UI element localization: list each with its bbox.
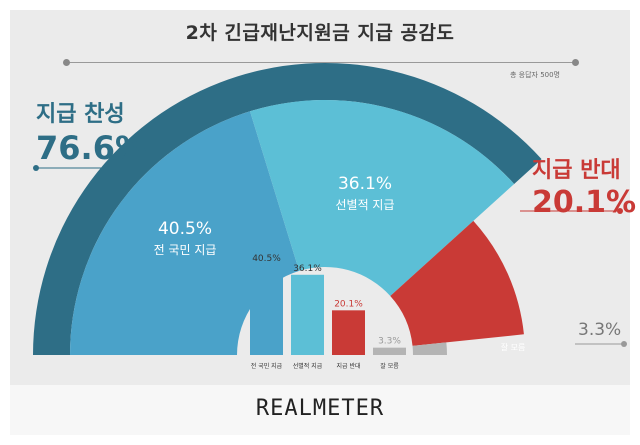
- slice-category-label: 전 국민 지급: [154, 243, 217, 257]
- support-leader-dot: [33, 165, 39, 171]
- inset-bar-value-label: 40.5%: [252, 254, 281, 264]
- oppose-value: 20.1%: [532, 185, 637, 220]
- title-underline-dot-right: [572, 59, 579, 66]
- oppose-leader-dot: [617, 208, 623, 214]
- support-label: 지급 찬성: [36, 102, 125, 127]
- inset-bar-value-label: 36.1%: [293, 264, 322, 274]
- inset-bar: [250, 265, 283, 355]
- slice-value-label: 36.1%: [338, 174, 392, 194]
- title-underline: [66, 62, 576, 63]
- chart-title: 2차 긴급재난지원금 지급 공감도: [185, 22, 455, 44]
- unknown-value: 3.3%: [578, 320, 622, 340]
- inset-bar: [291, 274, 324, 355]
- donut-slice-1: [70, 111, 300, 355]
- inset-bar: [373, 347, 406, 355]
- slice-category-label: 선별적 지급: [335, 198, 394, 212]
- inset-bar: [332, 310, 365, 355]
- donut-slice-3: [390, 220, 524, 346]
- support-value: 76.6%: [36, 129, 148, 167]
- inset-bar-category-label: 잘 모름: [380, 362, 399, 370]
- unknown-leader-dot: [621, 341, 627, 347]
- inset-bar-category-label: 선별적 지급: [293, 362, 323, 370]
- sample-size-note: 총 응답자 500명: [509, 71, 560, 79]
- inset-bar-category-label: 전 국민 지급: [251, 362, 283, 370]
- donut-slice-4: [412, 342, 447, 355]
- slice-value-label: 40.5%: [158, 219, 212, 239]
- inset-bar-value-label: 3.3%: [378, 337, 401, 347]
- donut-slice-2: [250, 99, 515, 296]
- inset-bar-category-label: 지급 반대: [337, 362, 361, 370]
- brand-logo: REALMETER: [255, 396, 385, 421]
- oppose-label: 지급 반대: [532, 158, 621, 183]
- title-underline-dot-left: [63, 59, 70, 66]
- footer-bar: [10, 385, 630, 435]
- support-band-arc: [33, 62, 542, 355]
- slice-category-label: 잘 모름: [501, 343, 526, 352]
- inset-bar-value-label: 20.1%: [334, 299, 363, 309]
